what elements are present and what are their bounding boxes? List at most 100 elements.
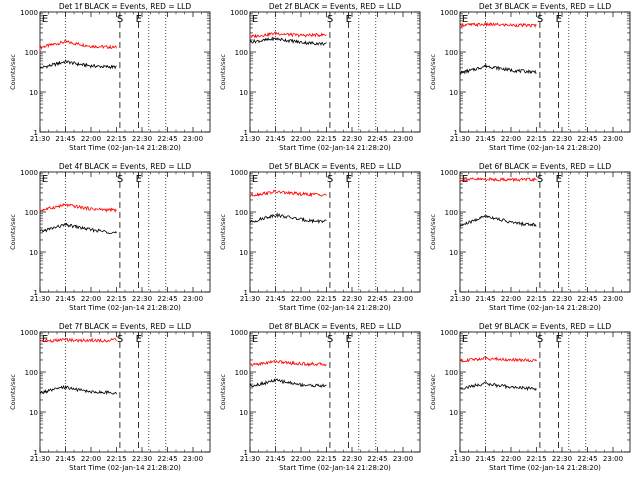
x-tick-label: 23:00 — [603, 135, 623, 143]
events-series-line — [249, 378, 327, 388]
y-axis-label: Counts/sec — [429, 54, 437, 90]
y-tick-label: 1 — [244, 129, 248, 137]
y-tick-label: 100 — [445, 209, 458, 217]
x-tick-label: 21:45 — [475, 455, 495, 463]
plot-title: Det 6f BLACK = Events, RED = LLD — [479, 162, 612, 171]
x-tick-label: 22:15 — [316, 135, 336, 143]
event-annotation: S — [537, 174, 543, 185]
plot-title: Det 5f BLACK = Events, RED = LLD — [269, 162, 402, 171]
plot-title: Det 7f BLACK = Events, RED = LLD — [59, 322, 192, 331]
x-tick-label: 23:00 — [183, 455, 203, 463]
y-tick-label: 100 — [235, 209, 248, 217]
events-series-line — [459, 214, 537, 228]
x-tick-label: 23:00 — [393, 455, 413, 463]
x-tick-label: 22:30 — [342, 295, 362, 303]
x-tick-label: 22:30 — [552, 455, 572, 463]
x-tick-label: 22:15 — [106, 135, 126, 143]
event-annotation: S — [537, 14, 543, 25]
x-tick-label: 22:30 — [552, 295, 572, 303]
x-tick-label: 22:45 — [367, 295, 387, 303]
x-tick-label: 22:30 — [552, 135, 572, 143]
x-tick-label: 22:00 — [81, 295, 101, 303]
x-tick-label: 22:00 — [501, 135, 521, 143]
y-tick-label: 1000 — [20, 9, 38, 17]
y-tick-label: 100 — [25, 369, 38, 377]
event-annotation: E — [346, 334, 352, 345]
x-tick-label: 22:15 — [106, 295, 126, 303]
event-annotation: E — [462, 14, 468, 25]
y-tick-label: 1000 — [440, 9, 458, 17]
lld-series-line — [39, 39, 117, 50]
x-tick-label: 22:45 — [577, 295, 597, 303]
y-tick-label: 100 — [235, 369, 248, 377]
event-annotation: E — [556, 14, 562, 25]
y-tick-label: 1 — [244, 289, 248, 297]
y-tick-label: 1000 — [440, 169, 458, 177]
event-annotation: E — [556, 174, 562, 185]
event-annotation: S — [327, 174, 333, 185]
event-annotation: E — [556, 334, 562, 345]
lld-series-line — [249, 31, 327, 39]
x-tick-label: 22:00 — [291, 135, 311, 143]
y-tick-label: 100 — [25, 49, 38, 57]
x-axis-label: Start Time (02-Jan-14 21:28:20) — [69, 304, 181, 312]
x-tick-label: 21:30 — [450, 295, 470, 303]
y-axis-label: Counts/sec — [219, 54, 227, 90]
y-tick-label: 1 — [454, 289, 458, 297]
x-tick-label: 22:45 — [577, 135, 597, 143]
x-tick-label: 21:45 — [265, 295, 285, 303]
x-tick-label: 22:45 — [577, 455, 597, 463]
event-annotation: E — [346, 174, 352, 185]
x-tick-label: 22:15 — [526, 455, 546, 463]
event-annotation: E — [346, 14, 352, 25]
y-axis-label: Counts/sec — [9, 214, 17, 250]
detector-plot-1: Det 1f BLACK = Events, RED = LLD 1 10 100 10… — [9, 2, 211, 152]
y-tick-label: 10 — [29, 249, 38, 257]
x-tick-label: 21:45 — [475, 295, 495, 303]
x-tick-label: 21:45 — [475, 135, 495, 143]
x-tick-label: 21:45 — [265, 135, 285, 143]
events-series-line — [249, 36, 327, 46]
y-tick-label: 10 — [449, 249, 458, 257]
x-axis-label: Start Time (02-Jan-14 21:28:20) — [489, 304, 601, 312]
x-tick-label: 22:45 — [367, 135, 387, 143]
detector-plot-8: Det 8f BLACK = Events, RED = LLD 1 10 100 10… — [219, 322, 421, 472]
x-tick-label: 23:00 — [603, 295, 623, 303]
event-annotation: E — [42, 14, 48, 25]
x-axis-label: Start Time (02-Jan-14 21:28:20) — [279, 464, 391, 472]
y-tick-label: 10 — [449, 409, 458, 417]
event-annotation: S — [117, 14, 123, 25]
y-tick-label: 10 — [239, 89, 248, 97]
plot-title: Det 3f BLACK = Events, RED = LLD — [479, 2, 612, 11]
event-annotation: E — [136, 14, 142, 25]
event-annotation: E — [42, 174, 48, 185]
detector-plot-6: Det 6f BLACK = Events, RED = LLD 1 10 100 10… — [429, 162, 631, 312]
x-tick-label: 22:45 — [157, 135, 177, 143]
x-tick-label: 22:00 — [501, 295, 521, 303]
x-tick-label: 21:45 — [265, 455, 285, 463]
event-annotation: S — [117, 174, 123, 185]
x-axis-label: Start Time (02-Jan-14 21:28:20) — [489, 144, 601, 152]
lld-series-line — [39, 203, 117, 214]
x-tick-label: 21:45 — [55, 135, 75, 143]
event-annotation: E — [462, 174, 468, 185]
x-tick-label: 21:45 — [55, 295, 75, 303]
event-annotation: E — [252, 14, 258, 25]
x-axis-label: Start Time (02-Jan-14 21:28:20) — [69, 144, 181, 152]
event-annotation: E — [136, 174, 142, 185]
x-axis-label: Start Time (02-Jan-14 21:28:20) — [279, 144, 391, 152]
plot-title: Det 1f BLACK = Events, RED = LLD — [59, 2, 192, 11]
y-tick-label: 1000 — [230, 9, 248, 17]
x-tick-label: 23:00 — [603, 455, 623, 463]
y-tick-label: 1 — [34, 129, 38, 137]
x-tick-label: 22:00 — [501, 455, 521, 463]
x-tick-label: 22:15 — [106, 455, 126, 463]
x-tick-label: 21:30 — [450, 455, 470, 463]
event-annotation: S — [327, 334, 333, 345]
event-annotation: E — [42, 334, 48, 345]
events-series-line — [39, 384, 117, 396]
x-tick-label: 22:00 — [291, 455, 311, 463]
x-tick-label: 22:30 — [132, 135, 152, 143]
y-tick-label: 100 — [445, 369, 458, 377]
x-tick-label: 21:30 — [240, 295, 260, 303]
